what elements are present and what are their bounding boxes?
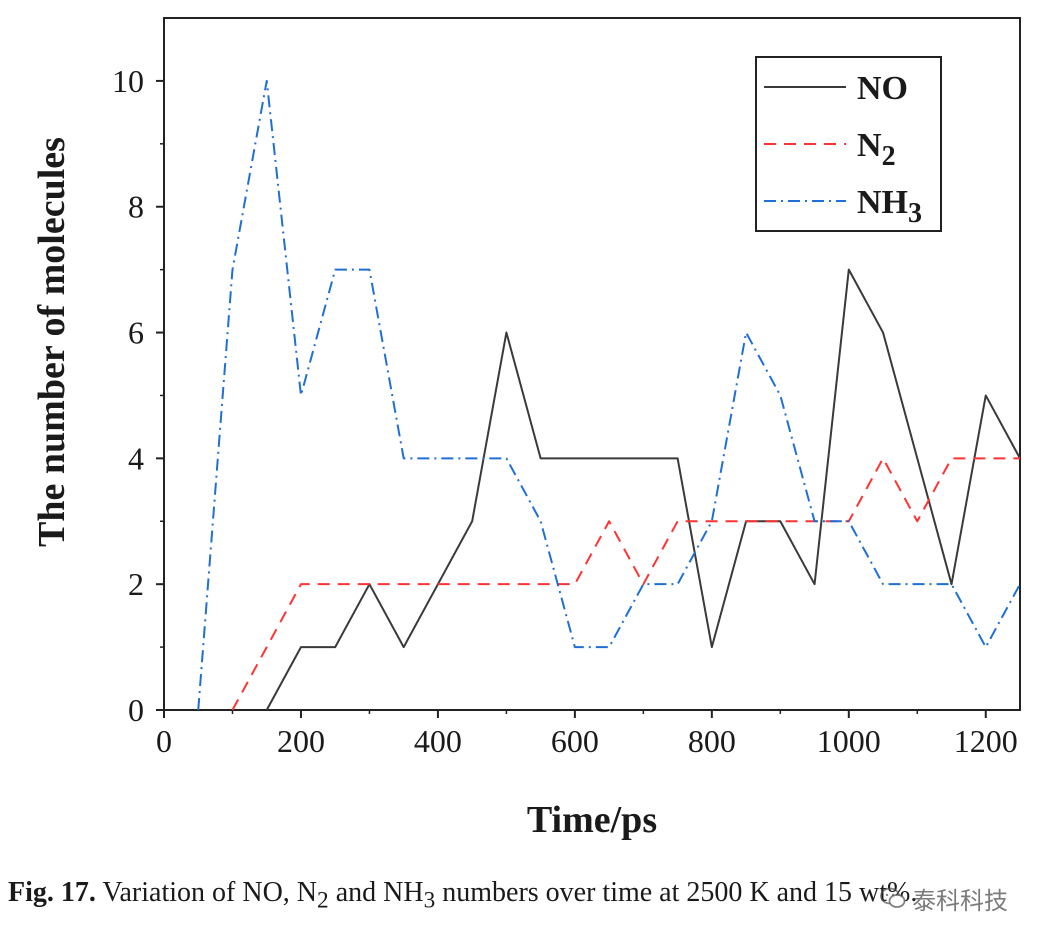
ticks-layer: 0 200 400 600 800 1000 1200 0 2 4 6 8 10	[112, 63, 1018, 759]
caption-n2-subscript: 2	[317, 887, 329, 914]
x-tick-label: 400	[414, 723, 462, 759]
legend-label-nh3: NH3	[857, 184, 922, 229]
caption-text-2: and NH	[328, 877, 424, 908]
figure-caption: Fig. 17. Variation of NO, N2 and NH3 num…	[8, 876, 1053, 918]
y-tick-label: 0	[128, 692, 144, 728]
caption-text-3: numbers over time at 2500 K and 15 wt%.	[435, 877, 918, 908]
x-tick-label: 800	[688, 723, 736, 759]
x-axis-title: Time/ps	[527, 799, 657, 841]
y-tick-label: 10	[112, 63, 144, 99]
y-tick-label: 4	[128, 440, 144, 476]
caption-nh3-subscript: 3	[423, 887, 436, 914]
y-tick-label: 8	[128, 189, 144, 225]
series-line-no	[265, 268, 1021, 711]
x-tick-label: 0	[156, 723, 172, 759]
watermark-text: 泰科科技	[912, 886, 1008, 915]
series-layer	[197, 79, 1021, 711]
x-tick-label: 600	[551, 723, 599, 759]
y-tick-label: 6	[128, 315, 144, 351]
series-line-nh3	[197, 79, 1021, 711]
legend-label-n2: N2	[857, 127, 896, 172]
y-tick-label: 2	[128, 566, 144, 602]
caption-text-1: Variation of NO, N	[95, 877, 318, 908]
legend-label-no: NO	[857, 70, 908, 107]
series-line-n2	[231, 457, 1020, 711]
x-tick-label: 1200	[954, 723, 1018, 759]
y-axis-title: The number of molecules	[31, 137, 73, 547]
x-tick-label: 200	[277, 723, 325, 759]
plot-frame-layer	[163, 17, 1021, 711]
wechat-icon	[880, 887, 906, 908]
chart: 0 200 400 600 800 1000 1200 0 2 4 6 8 10 Time/ps The…	[31, 17, 1021, 841]
legend: NO N2 NH3	[755, 56, 942, 232]
plot-frame	[163, 17, 1021, 711]
x-tick-label: 1000	[817, 723, 881, 759]
caption-label: Fig. 17.	[8, 877, 96, 908]
watermark: 泰科科技	[880, 880, 1050, 916]
